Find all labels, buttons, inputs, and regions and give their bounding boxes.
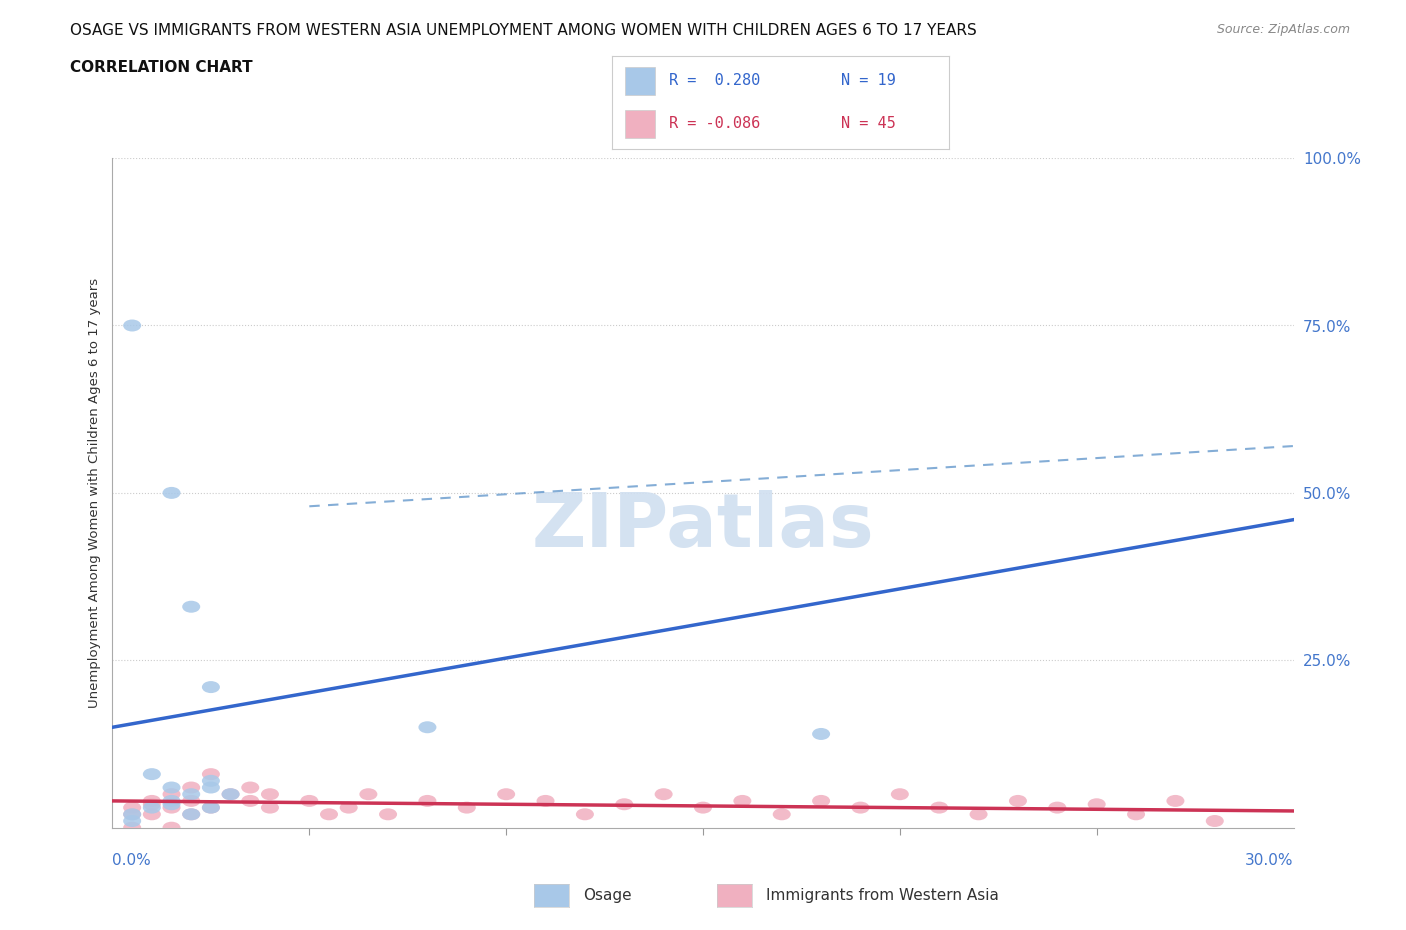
Ellipse shape [124,808,141,820]
Ellipse shape [419,722,436,733]
Ellipse shape [124,822,141,833]
Ellipse shape [163,798,180,810]
Text: Source: ZipAtlas.com: Source: ZipAtlas.com [1216,23,1350,36]
Ellipse shape [202,681,219,693]
Ellipse shape [262,802,278,814]
Text: ZIPatlas: ZIPatlas [531,490,875,563]
Ellipse shape [360,789,377,800]
Ellipse shape [695,802,711,814]
Ellipse shape [124,815,141,827]
Ellipse shape [202,775,219,787]
Y-axis label: Unemployment Among Women with Children Ages 6 to 17 years: Unemployment Among Women with Children A… [89,278,101,708]
Ellipse shape [143,795,160,807]
Text: R =  0.280: R = 0.280 [669,73,761,88]
Ellipse shape [1010,795,1026,807]
Ellipse shape [1088,798,1105,810]
Ellipse shape [222,789,239,800]
Text: N = 19: N = 19 [841,73,896,88]
Text: CORRELATION CHART: CORRELATION CHART [70,60,253,75]
Text: Immigrants from Western Asia: Immigrants from Western Asia [766,888,1000,903]
Ellipse shape [183,795,200,807]
Ellipse shape [124,808,141,820]
Ellipse shape [813,728,830,740]
Text: R = -0.086: R = -0.086 [669,116,761,131]
Ellipse shape [143,798,160,810]
Ellipse shape [931,802,948,814]
Ellipse shape [242,781,259,793]
Ellipse shape [183,781,200,793]
Ellipse shape [183,808,200,820]
Ellipse shape [970,808,987,820]
Ellipse shape [321,808,337,820]
Ellipse shape [202,802,219,814]
Ellipse shape [163,487,180,498]
Ellipse shape [183,808,200,820]
Ellipse shape [143,802,160,814]
Ellipse shape [143,808,160,820]
Ellipse shape [537,795,554,807]
Ellipse shape [1206,815,1223,827]
Ellipse shape [734,795,751,807]
Text: 30.0%: 30.0% [1246,853,1294,868]
Ellipse shape [655,789,672,800]
Ellipse shape [222,789,239,800]
Ellipse shape [1167,795,1184,807]
Ellipse shape [124,320,141,331]
Ellipse shape [1128,808,1144,820]
Ellipse shape [380,808,396,820]
Ellipse shape [143,768,160,780]
Ellipse shape [498,789,515,800]
Ellipse shape [852,802,869,814]
Text: Osage: Osage [583,888,633,903]
Ellipse shape [576,808,593,820]
Ellipse shape [163,789,180,800]
FancyBboxPatch shape [626,67,655,95]
FancyBboxPatch shape [626,110,655,138]
Text: N = 45: N = 45 [841,116,896,131]
Ellipse shape [262,789,278,800]
Ellipse shape [183,789,200,800]
Ellipse shape [183,601,200,613]
Text: 0.0%: 0.0% [112,853,152,868]
Ellipse shape [616,798,633,810]
Ellipse shape [202,802,219,814]
Ellipse shape [458,802,475,814]
Ellipse shape [419,795,436,807]
Ellipse shape [1049,802,1066,814]
Ellipse shape [163,795,180,807]
Ellipse shape [891,789,908,800]
Ellipse shape [163,802,180,814]
Ellipse shape [124,802,141,814]
Text: OSAGE VS IMMIGRANTS FROM WESTERN ASIA UNEMPLOYMENT AMONG WOMEN WITH CHILDREN AGE: OSAGE VS IMMIGRANTS FROM WESTERN ASIA UN… [70,23,977,38]
Ellipse shape [301,795,318,807]
Ellipse shape [242,795,259,807]
Ellipse shape [340,802,357,814]
Ellipse shape [163,781,180,793]
Ellipse shape [813,795,830,807]
Ellipse shape [202,768,219,780]
Ellipse shape [202,781,219,793]
Ellipse shape [163,822,180,833]
Ellipse shape [773,808,790,820]
